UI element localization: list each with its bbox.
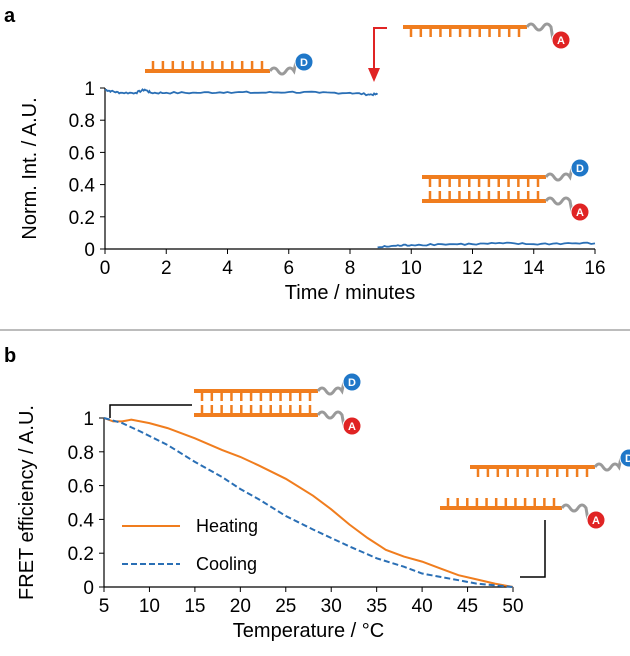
red-arrow-line	[373, 27, 387, 70]
panel-b-letter: b	[4, 345, 16, 367]
chart-a-trace-segment	[104, 88, 379, 97]
series-heating-line	[103, 417, 514, 588]
duplex-a-top	[422, 175, 546, 187]
duplex-b-top	[194, 389, 318, 401]
duplex-b-bottom	[194, 405, 318, 417]
acceptor-dye-letter: A	[592, 515, 600, 527]
red-arrow-head-icon	[368, 68, 380, 82]
single-b-acceptor	[440, 498, 562, 510]
chart-b-x-tick-label: 45	[457, 596, 478, 617]
donor-dye-icon	[294, 52, 314, 72]
acceptor-dye-icon	[342, 416, 362, 436]
acceptor-dye-icon	[570, 202, 590, 222]
chart-a-y-tick-label: 0.6	[69, 143, 95, 164]
acceptor-dye-icon	[551, 30, 571, 50]
chart-a-x-tick-label: 4	[222, 258, 233, 279]
chart-a-x-tick-label: 8	[345, 258, 356, 279]
schematics: D A D A D A D A	[145, 22, 630, 530]
acceptor-dye-letter: A	[557, 35, 565, 47]
chart-b-x-tick-label: 5	[99, 596, 110, 617]
donor-dye-icon	[570, 158, 590, 178]
linker-coil	[525, 22, 555, 41]
chart-a-y-tick-label: 0.8	[69, 111, 95, 132]
chart-b-y-axis-title: FRET efficiency / A.U.	[16, 405, 38, 600]
chart-a-y-axis-title: Norm. Int. / A.U.	[19, 97, 41, 239]
chart-b: 5 10 15 20 25 30 35 40 45 50 0 0.2 0.4 0.6 0.8 1 Tempera…	[16, 404, 546, 642]
linker-coil	[544, 196, 574, 213]
chart-a-x-tick-label: 12	[462, 258, 483, 279]
acceptor-dye-icon	[586, 510, 606, 530]
chart-b-x-tick-label: 20	[230, 596, 251, 617]
chart-b-x-tick-label: 10	[139, 596, 160, 617]
chart-b-x-tick-label: 25	[275, 596, 296, 617]
acceptor-dye-letter: A	[576, 207, 584, 219]
acceptor-strand-a	[403, 25, 527, 37]
chart-a-y-tick-label: 1	[84, 79, 95, 100]
linker-coil	[544, 167, 574, 182]
chart-b-x-tick-label: 30	[321, 596, 342, 617]
panel-a-letter: a	[4, 5, 16, 27]
donor-dye-letter: D	[300, 57, 308, 69]
chart-a-y-tick-label: 0.2	[69, 208, 95, 229]
donor-strand-a	[145, 61, 270, 73]
chart-b-x-tick-label: 40	[412, 596, 433, 617]
duplex-a-bottom	[422, 191, 546, 203]
chart-a: 0 2 4 6 8 10 12 14 16 0 0.2 0.4 0.6 0.8 1 Time / minute…	[19, 79, 606, 304]
chart-b-x-axis-title: Temperature / °C	[233, 620, 384, 642]
chart-b-x-tick-label: 50	[502, 596, 523, 617]
chart-a-x-axis-title: Time / minutes	[285, 282, 415, 304]
series-cooling-line	[103, 417, 514, 588]
chart-b-y-tick-label: 1	[83, 409, 94, 430]
legend-heating-label: Heating	[196, 516, 258, 536]
chart-b-x-tick-label: 35	[366, 596, 387, 617]
donor-dye-letter: D	[348, 377, 356, 389]
chart-a-y-tick-label: 0	[84, 240, 95, 261]
bracket-single-line	[520, 520, 546, 578]
linker-coil	[560, 503, 590, 521]
chart-b-y-tick-label: 0.4	[68, 510, 95, 531]
donor-dye-letter: D	[625, 453, 630, 465]
chart-b-y-tick-label: 0.8	[68, 443, 94, 464]
acceptor-dye-letter: A	[348, 421, 356, 433]
chart-a-x-tick-label: 14	[523, 258, 545, 279]
linker-coil	[316, 381, 346, 396]
linker-coil	[268, 61, 298, 76]
donor-dye-icon	[619, 448, 630, 468]
chart-a-x-tick-label: 2	[161, 258, 172, 279]
chart-a-y-tick-label: 0.4	[69, 176, 96, 197]
chart-a-x-tick-label: 10	[401, 258, 422, 279]
linker-coil	[593, 457, 623, 472]
chart-b-x-tick-label: 15	[184, 596, 205, 617]
single-b-donor	[470, 465, 595, 477]
chart-a-x-tick-label: 16	[584, 258, 605, 279]
legend-cooling-label: Cooling	[196, 554, 257, 574]
bracket-duplex-line	[109, 404, 192, 418]
donor-dye-icon	[342, 372, 362, 392]
chart-b-y-tick-label: 0.2	[68, 544, 94, 565]
chart-a-trace-segment	[377, 241, 596, 249]
chart-a-x-tick-label: 0	[100, 258, 111, 279]
chart-b-y-tick-label: 0.6	[68, 477, 94, 498]
donor-dye-letter: D	[576, 163, 584, 175]
chart-a-x-tick-label: 6	[283, 258, 294, 279]
linker-coil	[316, 410, 346, 427]
chart-b-y-tick-label: 0	[83, 578, 94, 599]
